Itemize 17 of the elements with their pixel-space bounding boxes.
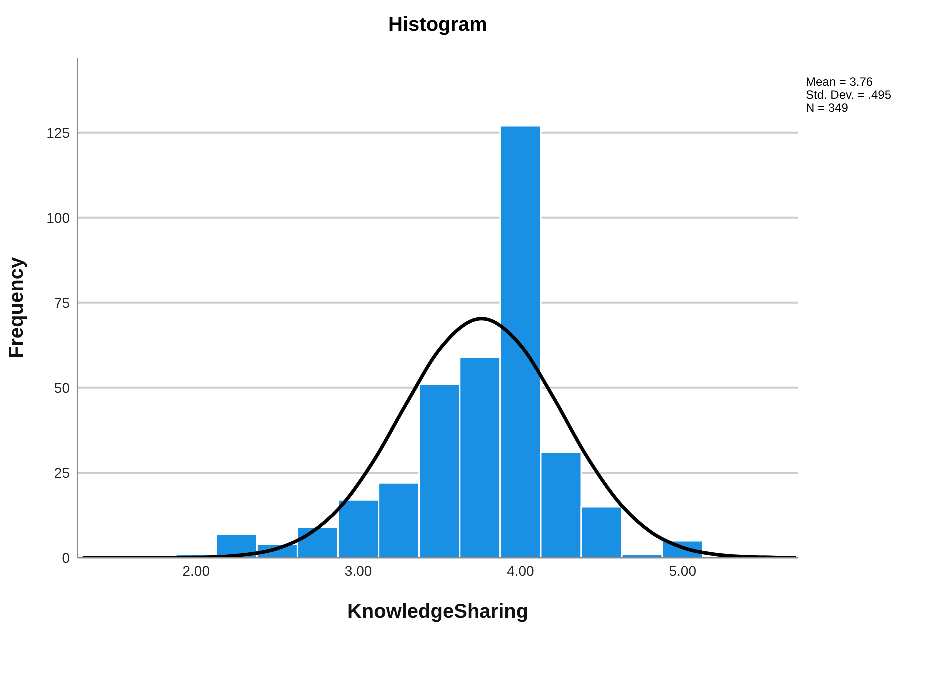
x-tick-label: 4.00 xyxy=(507,562,535,579)
x-tick-label: 3.00 xyxy=(344,562,372,579)
text: N = 349 xyxy=(806,101,850,115)
y-tick-label: 125 xyxy=(46,124,70,141)
chart-title: Histogram xyxy=(388,14,488,37)
y-tick-label: 75 xyxy=(54,294,70,311)
y-tick-label: 25 xyxy=(54,464,70,481)
x-tick-label: 2.00 xyxy=(182,562,210,579)
y-axis-title: Frequency xyxy=(6,256,28,359)
text: Std. Dev. = .495 xyxy=(806,88,892,102)
y-tick-label: 50 xyxy=(54,380,70,396)
x-tick-label: 5.00 xyxy=(669,562,697,579)
x-axis-title: KnowledgeSharing xyxy=(347,601,529,623)
y-tick-label: 0 xyxy=(62,550,70,566)
y-tick-label: 100 xyxy=(46,210,70,226)
line-series xyxy=(81,317,798,558)
text: Mean = 3.76 xyxy=(806,75,874,89)
